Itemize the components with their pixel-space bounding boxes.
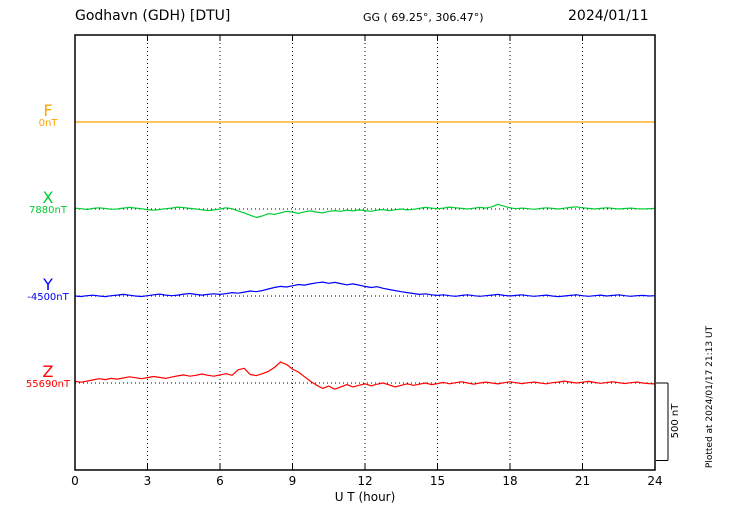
- component-label-block-F: F 0nT: [18, 102, 78, 130]
- component-letter-Z: Z: [42, 362, 54, 381]
- component-baseline-Y: -4500nT: [27, 292, 69, 304]
- plotted-timestamp: Plotted at 2024/01/17 21:13 UT: [705, 325, 715, 469]
- component-baseline-Z: 55690nT: [25, 379, 71, 391]
- x-tick-label: 24: [647, 474, 663, 488]
- x-tick-label: 15: [429, 474, 446, 488]
- component-letter-Y: Y: [43, 275, 53, 294]
- station-title: Godhavn (GDH) [DTU]: [75, 8, 231, 24]
- scale-bar-label: 500 nT: [670, 403, 681, 439]
- component-label-block-Z: Z 55690nT: [18, 363, 78, 391]
- x-tick-label: 9: [288, 474, 297, 488]
- x-tick-label: 12: [357, 474, 373, 488]
- component-letter-X: X: [42, 188, 54, 207]
- component-label-block-Y: Y -4500nT: [18, 276, 78, 304]
- x-tick-label: 18: [502, 474, 518, 488]
- x-tick-label: 21: [574, 474, 591, 488]
- component-letter-F: F: [43, 101, 53, 120]
- x-tick-label: 0: [71, 474, 79, 488]
- x-axis-label: U T (hour): [334, 490, 396, 504]
- geographic-coords: GG ( 69.25°, 306.47°): [363, 11, 484, 24]
- component-baseline-F: 0nT: [38, 118, 58, 130]
- component-label-block-X: X 7880nT: [18, 189, 78, 217]
- plot-date: 2024/01/11: [568, 8, 649, 24]
- x-tick-label: 6: [216, 474, 224, 488]
- x-tick-label: 3: [143, 474, 152, 488]
- component-baseline-X: 7880nT: [29, 205, 67, 217]
